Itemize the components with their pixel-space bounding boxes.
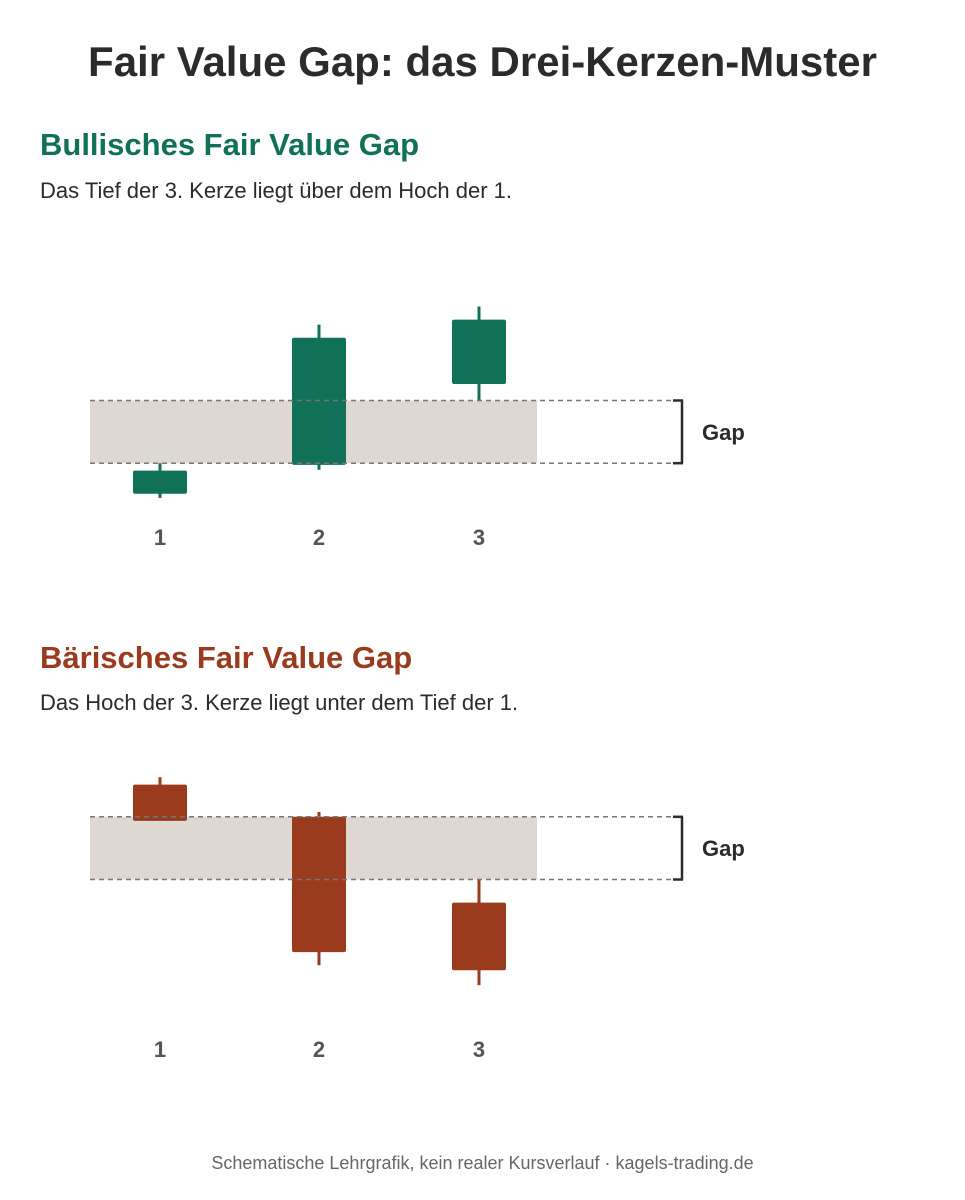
gap-label: Gap [702, 836, 745, 861]
candle-body [292, 816, 346, 953]
candle-body [133, 470, 187, 494]
bullish-section-title: Bullisches Fair Value Gap [40, 127, 420, 162]
page-title: Fair Value Gap: das Drei-Kerzen-Muster [88, 38, 877, 85]
candle-body [133, 784, 187, 821]
candle-number-label: 1 [154, 525, 166, 550]
bullish-section-description: Das Tief der 3. Kerze liegt über dem Hoc… [40, 178, 513, 203]
bearish-section-title: Bärisches Fair Value Gap [40, 640, 413, 675]
gap-label: Gap [702, 420, 745, 445]
bullish-candlestick-diagram: Gap 1 2 3 [90, 306, 745, 550]
candle-number-label: 2 [313, 525, 325, 550]
candle-number-label: 2 [313, 1037, 325, 1062]
candle-body [292, 337, 346, 465]
candle-number-label: 3 [473, 1037, 485, 1062]
candle-body [452, 902, 506, 971]
candle-number-label: 1 [154, 1037, 166, 1062]
bearish-section-description: Das Hoch der 3. Kerze liegt unter dem Ti… [40, 690, 519, 715]
candle-body [452, 319, 506, 384]
bearish-candlestick-diagram: Gap 1 2 3 [90, 777, 745, 1062]
candle-number-label: 3 [473, 525, 485, 550]
footer-note: Schematische Lehrgrafik, kein realer Kur… [211, 1153, 754, 1173]
